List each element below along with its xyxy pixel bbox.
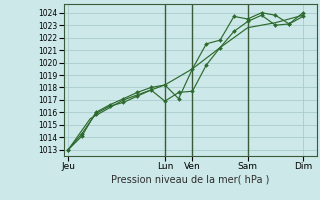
X-axis label: Pression niveau de la mer( hPa ): Pression niveau de la mer( hPa ) [111,174,269,184]
